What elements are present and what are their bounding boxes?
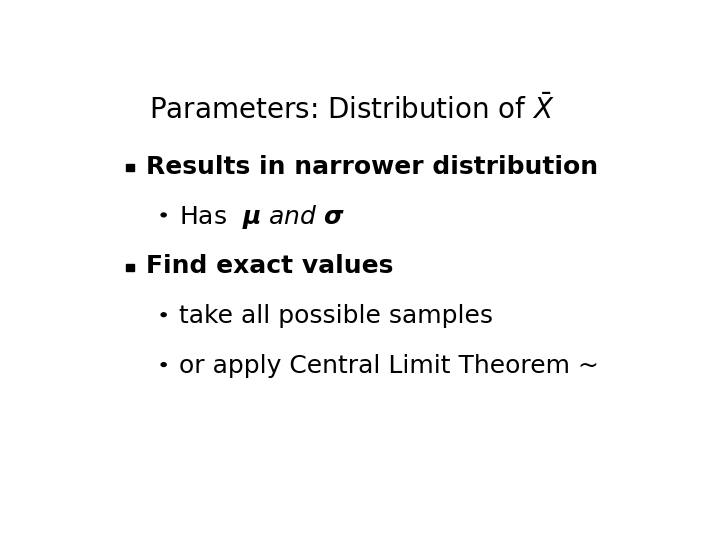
FancyBboxPatch shape — [126, 164, 134, 171]
Text: Has  $\boldsymbol{\mu}$ $\mathit{and}$ $\boldsymbol{\sigma}$: Has $\boldsymbol{\mu}$ $\mathit{and}$ $\… — [179, 202, 345, 231]
Text: take all possible samples: take all possible samples — [179, 305, 493, 328]
Text: Find exact values: Find exact values — [145, 254, 393, 279]
Circle shape — [161, 313, 166, 316]
Circle shape — [161, 213, 166, 217]
Text: Parameters: Distribution of $\bar{X}$: Parameters: Distribution of $\bar{X}$ — [149, 94, 555, 125]
Text: Results in narrower distribution: Results in narrower distribution — [145, 154, 598, 179]
FancyBboxPatch shape — [126, 264, 134, 271]
Circle shape — [161, 363, 166, 367]
Text: or apply Central Limit Theorem ~: or apply Central Limit Theorem ~ — [179, 354, 599, 378]
